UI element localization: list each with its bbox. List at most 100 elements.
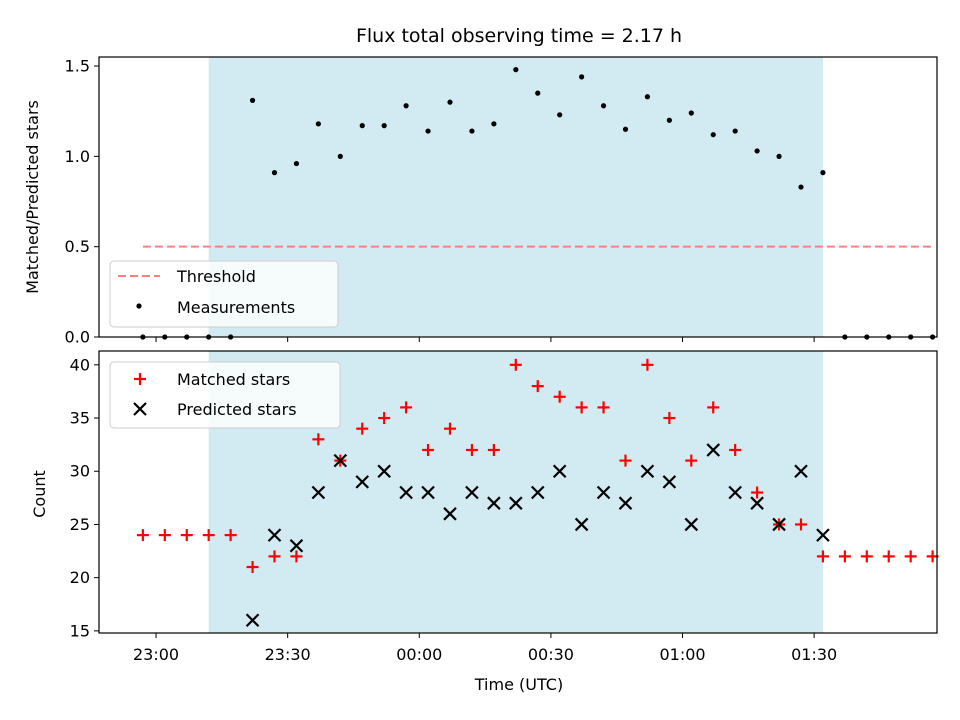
matched-star-marker — [838, 550, 851, 563]
top-y-tick-label: 1.0 — [65, 147, 90, 166]
matched-star-marker — [290, 550, 303, 563]
matched-star-marker — [312, 433, 325, 446]
top-legend: Threshold Measurements — [109, 260, 339, 328]
matched-star-marker — [751, 486, 764, 499]
measurement-point — [688, 110, 694, 116]
measurement-point — [359, 123, 365, 129]
predicted-star-marker — [706, 443, 721, 457]
predicted-star-marker — [530, 485, 545, 500]
matched-star-marker — [224, 529, 237, 542]
x-tick-label: 01:00 — [659, 645, 705, 664]
matched-star-marker — [641, 358, 654, 371]
predicted-star-marker — [552, 464, 567, 479]
top-legend-box — [109, 260, 339, 328]
predicted-legend-label: Predicted stars — [177, 400, 297, 419]
matched-star-marker — [202, 529, 215, 542]
matched-star-marker — [158, 529, 171, 542]
measurement-point — [293, 160, 300, 167]
measurement-point — [403, 103, 409, 109]
measurement-point — [622, 126, 629, 132]
predicted-star-marker — [728, 485, 742, 500]
predicted-star-marker — [443, 507, 457, 521]
measurement-point — [710, 132, 716, 138]
measurement-point — [425, 128, 431, 134]
bottom-y-tick-label: 20 — [70, 568, 90, 587]
matched-star-marker — [882, 550, 895, 563]
matched-star-marker — [685, 454, 698, 467]
matched-legend-label: Matched stars — [177, 370, 290, 389]
x-tick-label: 00:00 — [396, 645, 442, 664]
x-tick-label: 00:30 — [528, 645, 574, 664]
measurement-point — [754, 148, 760, 154]
threshold-legend-label: Threshold — [176, 267, 256, 286]
matched-star-marker — [246, 561, 259, 574]
matched-star-marker — [597, 401, 610, 414]
measurements-legend-marker — [136, 303, 142, 309]
measurement-point — [798, 184, 804, 190]
predicted-star-marker — [355, 475, 370, 489]
measurement-point — [600, 103, 607, 109]
x-tick-label: 23:30 — [265, 645, 311, 664]
matched-star-marker — [860, 550, 873, 563]
matched-star-marker — [136, 529, 149, 542]
measurements-legend-label: Measurements — [177, 298, 295, 317]
predicted-star-marker — [574, 517, 589, 532]
bottom-y-tick-label: 15 — [70, 621, 90, 640]
measurement-point — [469, 128, 475, 134]
predicted-star-marker — [794, 464, 808, 479]
predicted-star-marker — [289, 538, 304, 553]
measurement-point — [732, 128, 738, 134]
top-y-tick-label: 1.5 — [65, 57, 90, 76]
measurement-point — [249, 97, 256, 103]
predicted-star-marker — [311, 485, 326, 500]
predicted-star-marker — [421, 485, 435, 500]
measurement-point — [271, 170, 278, 176]
matched-star-marker — [619, 454, 632, 467]
measurement-point — [666, 117, 672, 123]
predicted-star-marker — [640, 464, 655, 479]
matched-star-marker — [531, 380, 544, 393]
matched-star-marker — [794, 518, 807, 531]
measurement-point — [513, 67, 519, 73]
predicted-star-marker — [816, 528, 830, 542]
measurement-point — [579, 74, 585, 80]
measurement-point — [644, 94, 651, 100]
predicted-legend-marker — [133, 402, 147, 416]
measurement-point — [315, 121, 321, 127]
predicted-star-marker — [662, 475, 677, 489]
matched-star-marker — [729, 443, 742, 456]
matched-star-marker — [904, 550, 917, 563]
matched-star-marker — [422, 443, 435, 456]
bottom-y-tick-label: 30 — [70, 462, 90, 481]
chart-title: Flux total observing time = 2.17 h — [356, 25, 682, 47]
predicted-star-marker — [333, 453, 348, 468]
measurement-point — [820, 170, 826, 176]
matched-legend-marker — [134, 373, 146, 385]
predicted-star-marker — [465, 485, 479, 500]
matched-star-marker — [816, 550, 829, 563]
predicted-star-marker — [399, 485, 413, 500]
predicted-star-marker — [377, 464, 391, 479]
matched-star-marker — [443, 422, 456, 435]
matched-star-marker — [707, 401, 720, 414]
matched-star-marker — [268, 550, 281, 563]
matched-star-marker — [487, 443, 500, 456]
matched-star-marker — [509, 358, 522, 371]
matched-star-marker — [180, 529, 193, 542]
bottom-panel: 23:00 23:30 00:00 00:30 01:00 01:30 15 20 25 30 35… — [30, 350, 939, 694]
top-ylabel: Matched/Predicted stars — [23, 100, 42, 294]
matched-star-marker — [356, 422, 369, 435]
x-tick-label: 23:00 — [133, 645, 179, 664]
x-tick-label: 01:30 — [791, 645, 837, 664]
bottom-y-tick-label: 35 — [70, 409, 90, 428]
bottom-axes-frame — [98, 350, 938, 634]
bottom-ylabel: Count — [30, 470, 49, 518]
measurement-point — [776, 153, 782, 159]
measurement-point — [381, 123, 387, 129]
bottom-legend-box — [109, 361, 341, 429]
top-y-tick-label: 0.5 — [65, 237, 90, 256]
bottom-y-tick-label: 40 — [70, 355, 90, 374]
predicted-star-marker — [618, 496, 633, 510]
measurement-point — [447, 99, 453, 105]
